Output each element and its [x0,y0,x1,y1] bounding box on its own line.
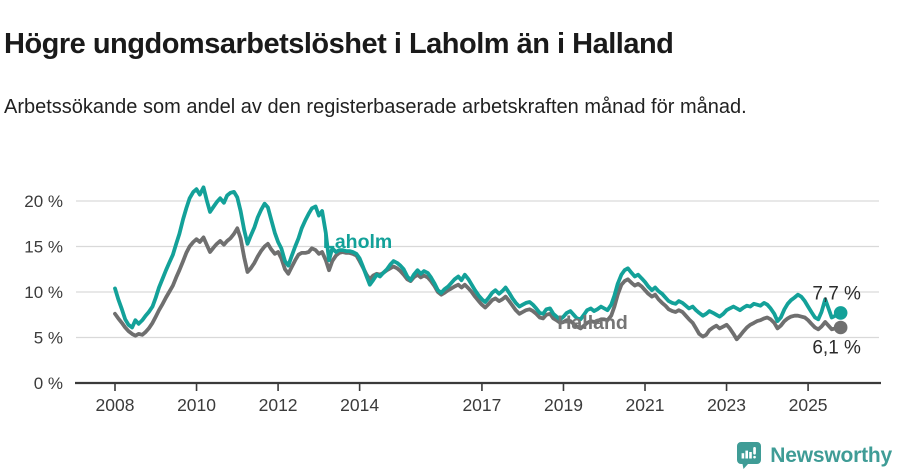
end-dot-halland [833,320,848,335]
newsworthy-logo-text: Newsworthy [770,443,892,467]
page-subtitle: Arbetssökande som andel av den registerb… [4,96,747,118]
y-tick-label: 0 % [34,374,63,393]
end-value-label-halland: 6,1 % [812,337,861,358]
exclamation-stem [753,447,757,455]
x-tick-label: 2014 [340,395,379,415]
speech-bubble-shape [737,442,762,469]
x-tick-label: 2017 [462,395,501,415]
x-tick-label: 2008 [96,395,135,415]
series-label-halland: Halland [557,312,627,334]
x-tick-label: 2019 [544,395,583,415]
x-tick-label: 2012 [259,395,298,415]
exclamation-dot [753,455,757,459]
x-tick-label: 2023 [707,395,746,415]
bar-3 [749,452,753,459]
y-tick-label: 10 % [24,283,63,302]
x-tick-label: 2025 [789,395,828,415]
newsworthy-bubble-chart-icon [737,442,762,469]
y-tick-label: 5 % [34,329,63,348]
page-title: Högre ungdomsarbetslöshet i Laholm än i … [4,28,674,61]
youth-unemployment-line-chart: 2008 2010 2012 2014 2017 2019 2021 2023 2025 0 % 5… [24,185,881,415]
end-value-label-laholm: 7,7 % [812,283,861,304]
series-label-laholm: Laholm [323,231,392,253]
y-tick-label: 15 % [24,238,63,257]
bar-2 [745,450,749,459]
newsworthy-logo-link[interactable]: Newsworthy [737,442,892,469]
series-line-laholm [113,185,841,330]
bar-1 [741,453,745,459]
x-tick-label: 2010 [177,395,216,415]
end-dot-laholm [833,306,848,320]
y-tick-label: 20 % [24,192,63,211]
series-line-halland [113,226,841,342]
x-tick-label: 2021 [626,395,665,415]
